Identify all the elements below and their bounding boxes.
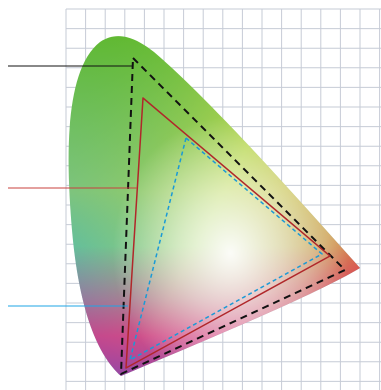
gamut-triangle-narrow bbox=[129, 137, 323, 361]
gamut-triangle-middle bbox=[125, 97, 331, 369]
leader-lines bbox=[8, 65, 137, 307]
gamut-triangles bbox=[120, 57, 346, 375]
locus-white-point bbox=[68, 36, 360, 377]
spectral-locus bbox=[68, 36, 360, 377]
gamut-triangle-widest bbox=[120, 57, 346, 375]
